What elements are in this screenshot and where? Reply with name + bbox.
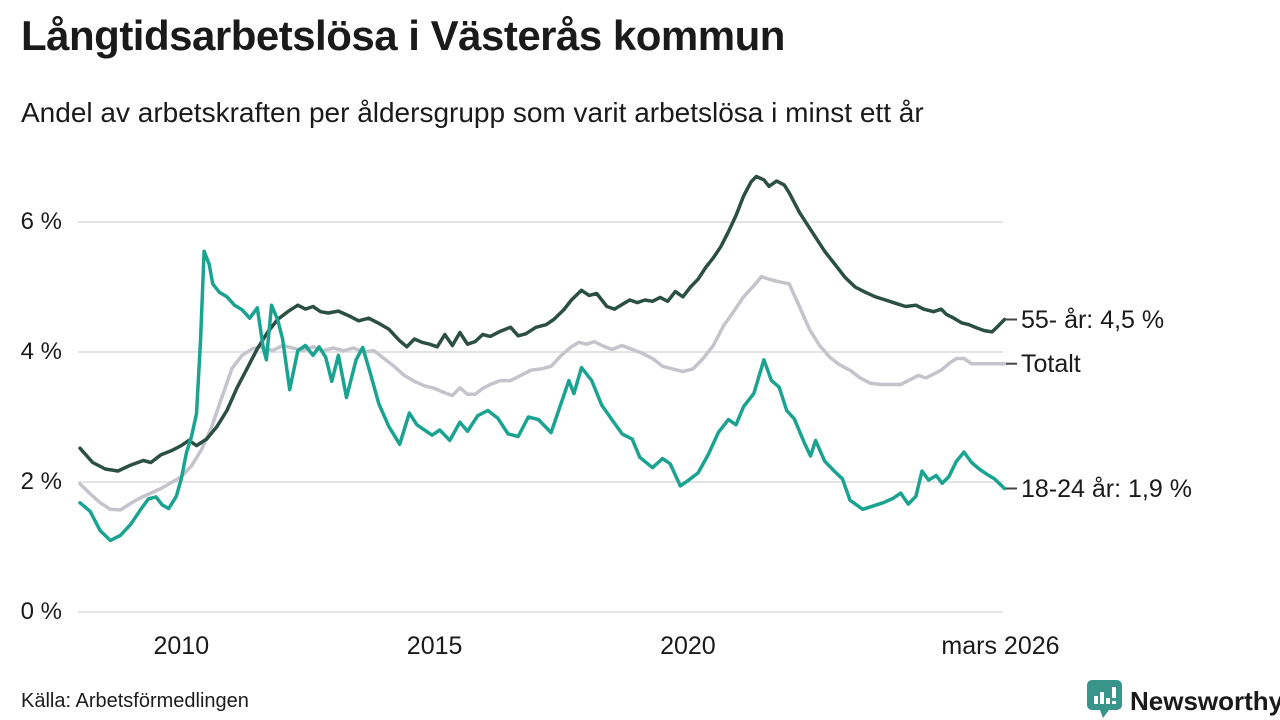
page-subtitle: Andel av arbetskraften per åldersgrupp s… — [21, 97, 924, 128]
x-axis-tick: 2015 — [406, 632, 463, 660]
line-totalt — [78, 274, 1007, 512]
bar-chart-bubble-icon — [1086, 679, 1123, 720]
newsworthy-logo: Newsworthy — [1086, 679, 1280, 720]
brand-name: Newsworthy — [1130, 686, 1280, 716]
series-end-label-18-24-ar: 18-24 år: 1,9 % — [1021, 474, 1192, 503]
line-55-ar — [78, 174, 1007, 473]
page-title: Långtidsarbetslösa i Västerås kommun — [21, 12, 785, 59]
y-axis-tick: 0 % — [20, 598, 62, 625]
end-label-dashes — [1006, 318, 1017, 490]
y-axis-tick: 6 % — [20, 208, 62, 235]
x-axis-tick: 2020 — [660, 632, 716, 660]
series-end-label-55-ar: 55- år: 4,5 % — [1021, 305, 1165, 334]
x-axis-tick: mars 2026 — [941, 632, 1060, 660]
x-axis-tick: 2010 — [153, 632, 210, 660]
series-end-label-totalt: Totalt — [1021, 349, 1081, 378]
source-note: Källa: Arbetsförmedlingen — [21, 690, 249, 712]
y-axis-tick: 4 % — [20, 338, 62, 365]
y-axis-tick: 2 % — [20, 468, 62, 495]
line-18-24-ar — [78, 249, 1007, 543]
gridlines — [78, 221, 1003, 613]
